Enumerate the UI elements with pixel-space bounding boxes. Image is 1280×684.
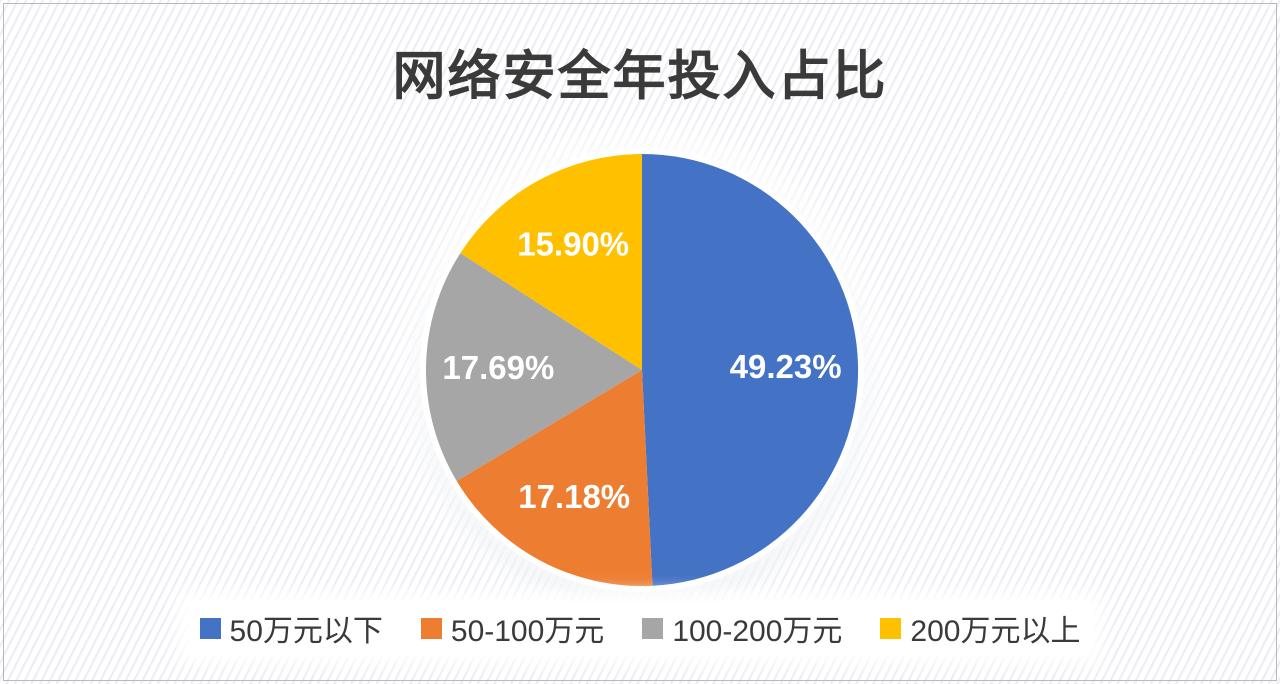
- legend-item-2: 50-100万元: [420, 606, 605, 650]
- pie-slice-2: [456, 370, 653, 587]
- pie-slice-3: [426, 253, 642, 481]
- data-label-3: 17.69%: [442, 349, 554, 386]
- legend-label: 200万元以上: [910, 615, 1081, 648]
- pie-slice-4: [460, 154, 642, 370]
- chart-title: 网络安全年投入占比: [392, 47, 888, 106]
- chart-legend: 50万元以下 50-100万元 100-200万元 200万元以上: [0, 602, 1280, 654]
- legend-swatch-icon: [199, 617, 221, 639]
- pie-chart: 49.23% 17.18% 17.69% 15.90%: [426, 153, 859, 587]
- legend-item-3: 100-200万元: [642, 606, 842, 650]
- data-label-4: 15.90%: [517, 225, 629, 262]
- legend-swatch-icon: [420, 617, 442, 639]
- legend-row: 50万元以下 50-100万元 100-200万元 200万元以上: [187, 602, 1093, 654]
- legend-label: 50万元以下: [229, 615, 383, 648]
- legend-swatch-icon: [642, 617, 664, 639]
- legend-swatch-icon: [880, 617, 902, 639]
- data-label-1: 49.23%: [730, 348, 842, 385]
- legend-label: 50-100万元: [450, 615, 605, 648]
- legend-label: 100-200万元: [672, 615, 843, 648]
- legend-item-1: 50万元以下: [199, 606, 383, 650]
- legend-item-4: 200万元以上: [880, 606, 1080, 650]
- data-label-2: 17.18%: [518, 478, 630, 515]
- pie-slice-1: [642, 153, 859, 586]
